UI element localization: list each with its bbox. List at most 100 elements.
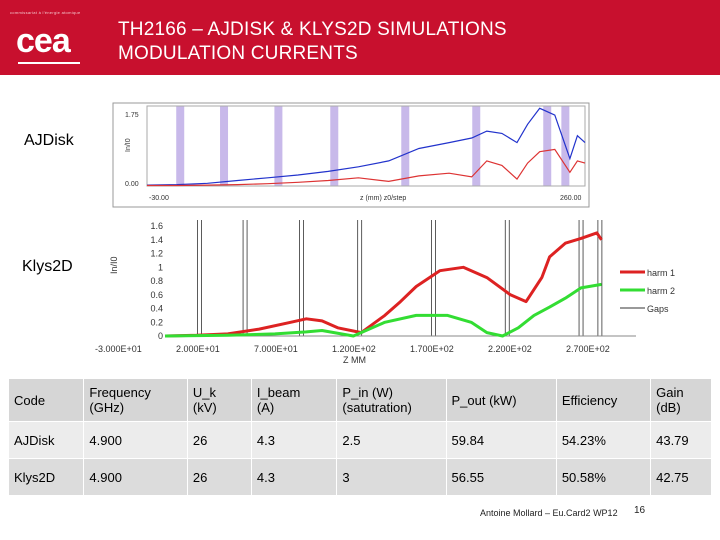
cea-logo: commissariat à l'énergie atomique cea [10, 10, 80, 64]
ajdisk-series-line-1 [147, 148, 586, 187]
table-header-cell: I_beam (A) [250, 378, 338, 422]
header-text: (satutration) [342, 400, 412, 415]
table-header-cell: P_out (kW) [445, 378, 557, 422]
legend-label-harm2: harm 2 [647, 286, 675, 296]
ajdisk-xtick-right: 260.00 [560, 195, 582, 202]
table-cell: 4.900 [83, 458, 188, 496]
klys2d-xtick-4: 1.700E+02 [410, 344, 454, 354]
klys2d-xtick-3: 1.200E+02 [332, 344, 376, 354]
header-text: Efficiency [561, 392, 618, 408]
ajdisk-frame [112, 102, 590, 208]
ajdisk-ytick-top: 1.75 [125, 112, 139, 119]
klys2d-ytick-8: 1.6 [150, 221, 163, 231]
ajdisk-gap-1 [220, 106, 229, 186]
ajdisk-ylabel: In/I0 [125, 138, 132, 152]
klys2d-ytick-7: 1.4 [150, 235, 163, 245]
table-header-cell: Code [7, 378, 85, 422]
klys2d-ytick-6: 1.2 [150, 249, 163, 259]
ajdisk-gap-5 [472, 106, 481, 186]
table-cell: 50.58% [555, 458, 652, 496]
table-header-cell: U_k (kV) [186, 378, 252, 422]
klys2d-xtick-0: -3.000E+01 [95, 344, 142, 354]
table-cell: Klys2D [7, 458, 85, 496]
header-text: P_out (kW) [451, 392, 517, 408]
title-line-2: MODULATION CURRENTS [118, 43, 358, 64]
klys2d-series-line-0 [164, 231, 603, 338]
table-cell: 2.5 [336, 421, 447, 459]
klys2d-series-line-1 [164, 282, 602, 338]
table-cell: 54.23% [555, 421, 652, 459]
ajdisk-series [146, 107, 586, 187]
table-cell: 56.55 [445, 458, 557, 496]
klys2d-xtick-5: 2.200E+02 [488, 344, 532, 354]
ajdisk-label: AJDisk [24, 132, 74, 149]
klys2d-xtick-6: 2.700E+02 [566, 344, 610, 354]
klys2d-xtick-2: 7.000E+01 [254, 344, 298, 354]
ajdisk-gap-7 [561, 106, 570, 186]
table-cell: AJDisk [7, 421, 85, 459]
ajdisk-gap-4 [401, 106, 410, 186]
ajdisk-gap-6 [543, 106, 552, 186]
header-text: I_beam [256, 385, 301, 400]
klys2d-ytick-5: 1 [158, 262, 163, 272]
klys2d-ytick-0: 0 [158, 331, 163, 341]
header-banner: commissariat à l'énergie atomique cea TH… [0, 0, 720, 75]
table-cell: 42.75 [650, 458, 712, 496]
results-table: Code Frequency (GHz) U_k (kV) I_beam (A) P_in (… [7, 378, 712, 496]
table-cell: 26 [186, 458, 252, 496]
page-number: 16 [634, 505, 646, 516]
header-text: P_in (W) [342, 385, 393, 400]
table-cell: 26 [186, 421, 252, 459]
table-row: AJDisk 4.900 26 4.3 2.5 59.84 54.23% 43.79 [7, 421, 712, 459]
klys2d-ytick-3: 0.6 [150, 290, 163, 300]
logo-subtitle: commissariat à l'énergie atomique [10, 10, 81, 15]
table-cell: 4.3 [250, 421, 338, 459]
ajdisk-xlabel: z (mm) z0/step [360, 195, 406, 202]
table-cell: 3 [336, 458, 447, 496]
klys2d-xtick-1: 2.000E+01 [176, 344, 220, 354]
klys2d-ytick-2: 0.4 [150, 304, 163, 314]
legend-label-gaps: Gaps [647, 304, 669, 314]
footer-author: Antoine Mollard – Eu.Card2 WP12 [480, 508, 618, 518]
klys2d-label: Klys2D [22, 258, 73, 275]
klys2d-xlabel: Z MM [343, 355, 366, 365]
header-text: (kV) [192, 400, 217, 415]
title-line-1: TH2166 – AJDISK & KLYS2D SIMULATIONS [118, 19, 507, 40]
header-text: Gain [656, 385, 684, 400]
logo-underline [18, 62, 80, 64]
klys2d-gap-lines [197, 220, 603, 336]
header-text: (GHz) [89, 400, 125, 415]
klys2d-ytick-4: 0.8 [150, 276, 163, 286]
logo-text: cea [16, 22, 71, 60]
header-text: Frequency [89, 385, 151, 400]
table-row: Klys2D 4.900 26 4.3 3 56.55 50.58% 42.75 [7, 458, 712, 496]
klys2d-ylabel: In/I0 [109, 256, 119, 274]
ajdisk-plot-area [146, 105, 586, 187]
ajdisk-gap-2 [274, 106, 283, 186]
table-header-cell: P_in (W) (satutration) [336, 378, 447, 422]
klys2d-x-ticks: -3.000E+01 2.000E+01 7.000E+01 1.200E+02 1.7… [95, 344, 610, 354]
klys2d-y-ticks: 0 0.2 0.4 0.6 0.8 1 1.2 1.4 1.6 [150, 221, 163, 341]
ajdisk-gap-3 [330, 106, 339, 186]
table-cell: 43.79 [650, 421, 712, 459]
table-header-cell: Frequency (GHz) [83, 378, 188, 422]
ajdisk-gap-bands [176, 106, 570, 186]
table-header-cell: Gain (dB) [650, 378, 712, 422]
ajdisk-xtick-left: -30.00 [149, 195, 169, 202]
table-cell: 4.3 [250, 458, 338, 496]
ajdisk-ytick-bottom: 0.00 [125, 181, 139, 188]
header-text: (dB) [656, 400, 681, 415]
header-text: (A) [256, 400, 275, 415]
klys2d-ytick-1: 0.2 [150, 317, 163, 327]
page-title: TH2166 – AJDISK & KLYS2D SIMULATIONS MOD… [118, 18, 507, 66]
table-cell: 4.900 [83, 421, 188, 459]
table-header-row: Code Frequency (GHz) U_k (kV) I_beam (A) P_in (… [7, 378, 712, 422]
ajdisk-gap-0 [176, 106, 185, 186]
header-text: Code [14, 392, 46, 408]
table-cell: 59.84 [445, 421, 557, 459]
ajdisk-series-line-0 [146, 107, 586, 186]
table-body: AJDisk 4.900 26 4.3 2.5 59.84 54.23% 43.79 Klys2… [7, 421, 712, 496]
klys2d-series [164, 231, 603, 338]
table-header-cell: Efficiency [555, 378, 652, 422]
legend-label-harm1: harm 1 [647, 268, 675, 278]
